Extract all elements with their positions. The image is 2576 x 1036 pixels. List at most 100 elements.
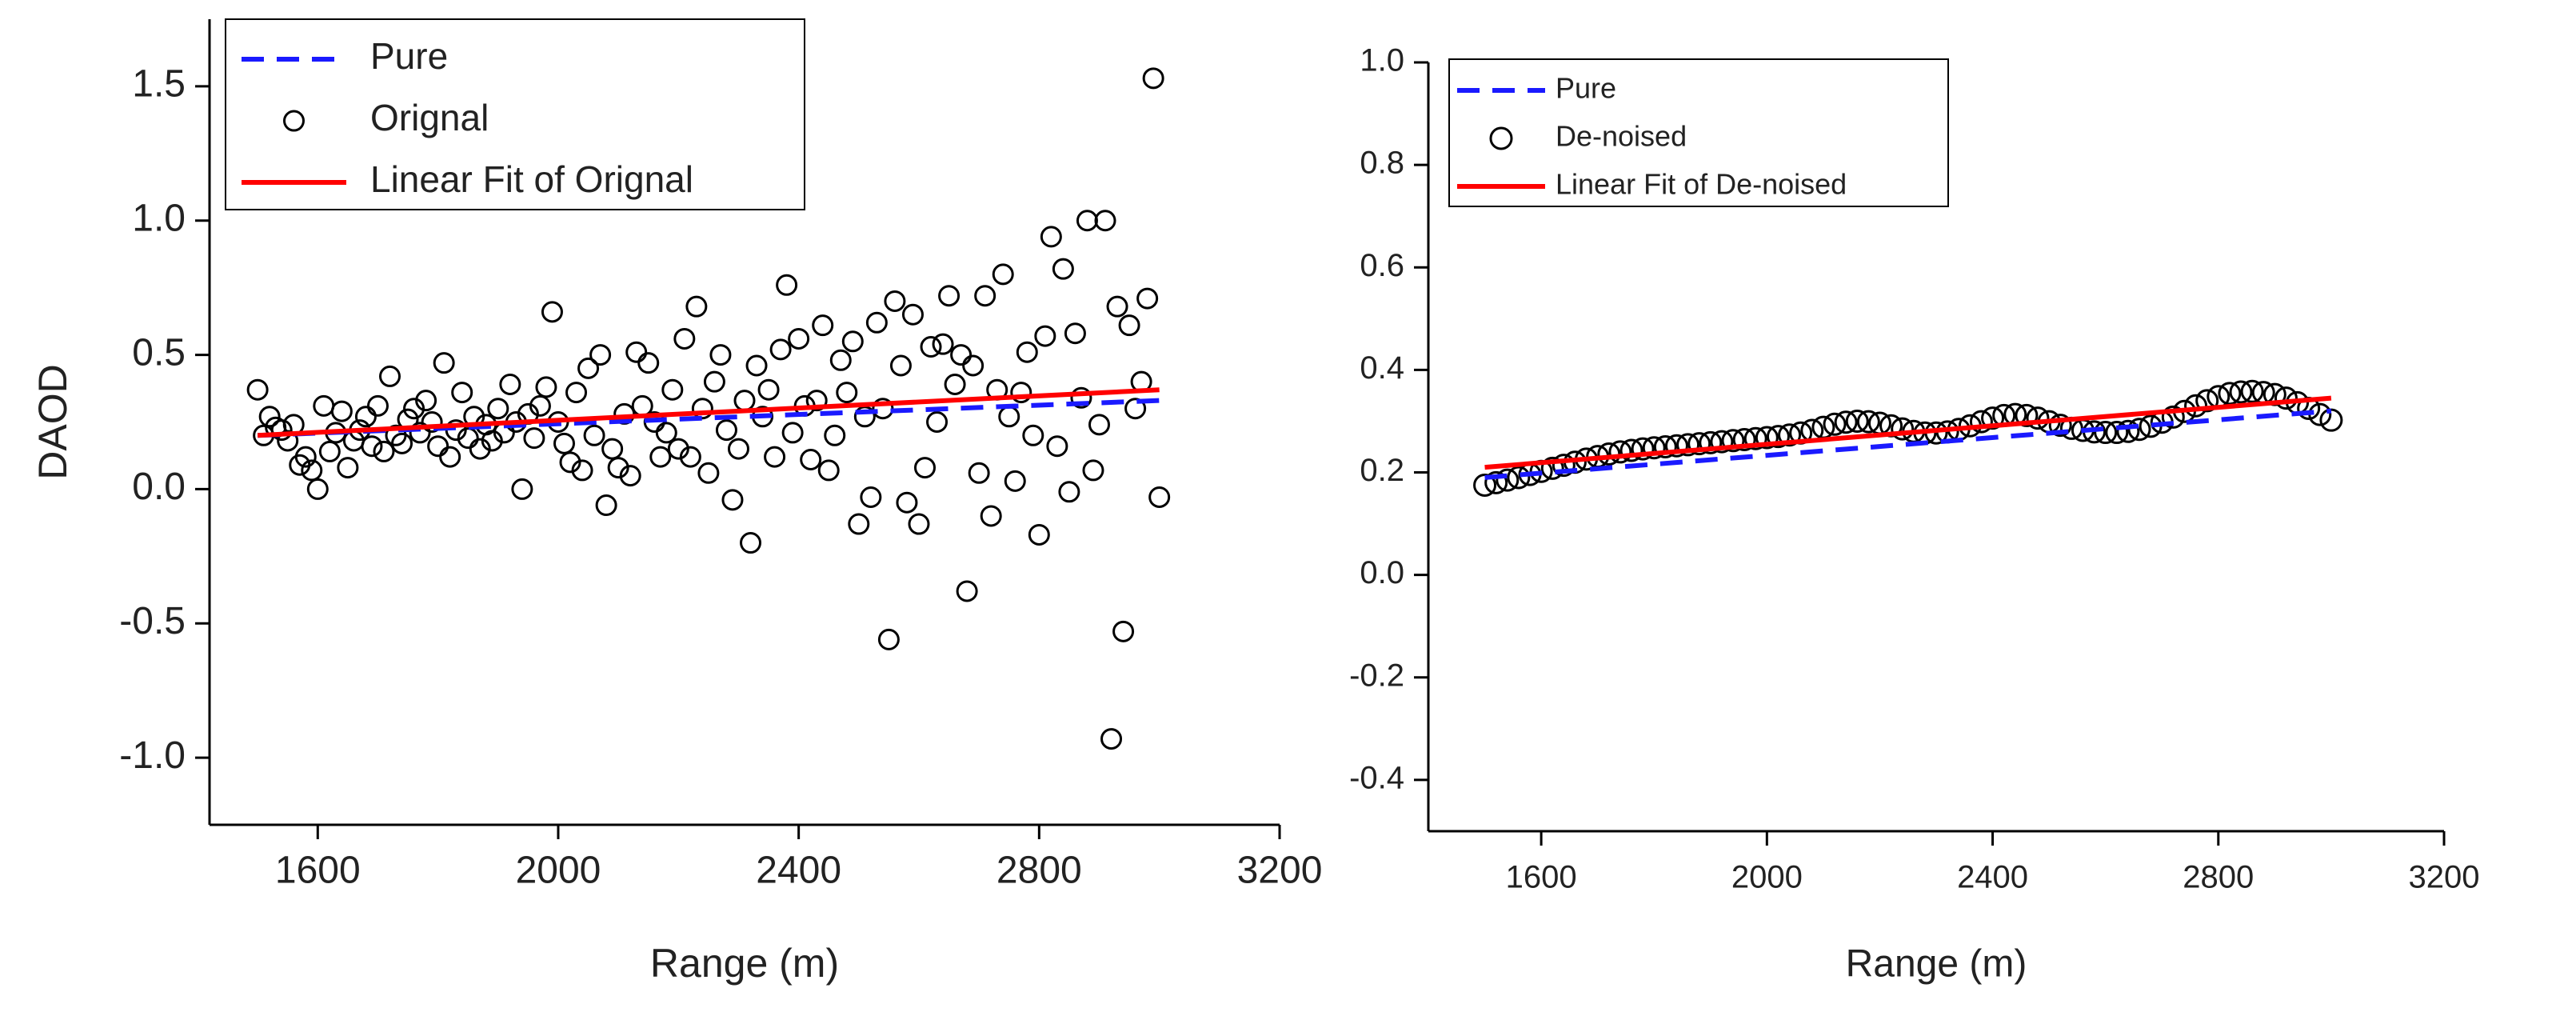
data-point [1653, 435, 1677, 458]
legend-label: Orignal [370, 97, 489, 138]
data-point [433, 352, 455, 374]
data-point [2048, 414, 2072, 438]
legend-box [225, 18, 805, 210]
data-point [1755, 426, 1779, 450]
x-axis-label: Range (m) [650, 941, 839, 986]
data-point [703, 370, 725, 393]
y-tick-label: 0.5 [132, 331, 186, 374]
data-point [788, 327, 810, 350]
data-point [715, 419, 737, 442]
data-point [499, 374, 521, 396]
data-point [559, 451, 581, 474]
data-point [301, 459, 323, 482]
data-point [2026, 406, 2050, 430]
data-point [541, 301, 563, 323]
data-point [661, 378, 684, 401]
data-point [841, 330, 864, 353]
data-point [829, 349, 852, 371]
data-point [733, 390, 756, 412]
data-point [1004, 470, 1026, 492]
data-point [337, 457, 359, 479]
line-series [1484, 395, 2332, 470]
legend-label: Pure [370, 35, 448, 77]
data-point [1699, 430, 1723, 454]
data-point [884, 290, 906, 312]
data-point [2127, 418, 2151, 442]
data-point [1496, 468, 1520, 492]
data-point [1100, 728, 1123, 750]
data-point [673, 327, 696, 350]
data-point [487, 398, 509, 420]
data-point [691, 398, 713, 420]
data-point [800, 448, 822, 470]
data-point [565, 382, 588, 404]
data-point [415, 390, 437, 412]
data-point [409, 422, 431, 444]
data-point [1034, 325, 1056, 347]
data-point [740, 532, 762, 554]
data-point [451, 382, 473, 404]
data-point [1070, 386, 1092, 409]
legend-label: Linear Fit of De-noised [1556, 168, 1847, 201]
data-point [1016, 341, 1038, 363]
x-tick-label: 2800 [2183, 860, 2254, 895]
data-point [956, 580, 978, 602]
y-tick-label: 0.8 [1360, 146, 1404, 181]
data-point [553, 432, 575, 454]
data-point [1778, 423, 1802, 447]
data-point [481, 430, 503, 452]
data-point [1687, 432, 1711, 456]
data-point [860, 486, 882, 508]
data-point [974, 285, 996, 307]
data-point [1064, 322, 1086, 345]
legend-marker [283, 110, 305, 132]
data-point [306, 478, 329, 500]
data-point [2274, 386, 2298, 410]
panel: -0.4 -0.2 0.0 0.2 0.4 0.6 0.8 1.0 1600 2000 2400 28… [1349, 43, 2479, 986]
data-point [2229, 380, 2253, 404]
data-point [2240, 379, 2264, 403]
data-point [427, 435, 449, 458]
data-point [366, 394, 389, 417]
data-point [403, 398, 425, 420]
data-point [1124, 398, 1147, 420]
data-point [1148, 486, 1171, 508]
data-point [896, 491, 918, 514]
data-point [817, 459, 840, 482]
data-point [523, 427, 545, 450]
data-point [1088, 414, 1110, 436]
x-tick-label: 3200 [1237, 850, 1323, 892]
data-point [1856, 410, 1880, 434]
data-point [601, 438, 624, 460]
data-point [1891, 417, 1915, 441]
x-tick-label: 2800 [996, 850, 1082, 892]
data-point [2218, 382, 2242, 406]
data-point [877, 628, 900, 650]
data-point [727, 438, 749, 460]
data-point [721, 489, 744, 511]
y-axis-label: DAOD [30, 364, 75, 479]
data-point [685, 295, 708, 318]
data-point [391, 432, 413, 454]
data-point [769, 338, 792, 361]
data-point [1676, 433, 1700, 457]
data-point [709, 344, 732, 366]
data-point [457, 427, 479, 450]
data-point [998, 406, 1020, 428]
legend-label: De-noised [1556, 120, 1687, 153]
data-point [920, 336, 942, 358]
data-point [836, 382, 858, 404]
data-point [1619, 438, 1643, 462]
data-point [1834, 410, 1858, 434]
data-point [1082, 459, 1104, 482]
data-point [595, 494, 617, 517]
data-point [968, 462, 990, 484]
data-point [577, 357, 600, 379]
y-tick-label: -0.4 [1349, 760, 1404, 795]
data-point [583, 424, 605, 446]
data-point [1969, 410, 1993, 434]
legend-label: Pure [1556, 72, 1616, 105]
data-point [655, 422, 677, 444]
data-point [938, 285, 961, 307]
